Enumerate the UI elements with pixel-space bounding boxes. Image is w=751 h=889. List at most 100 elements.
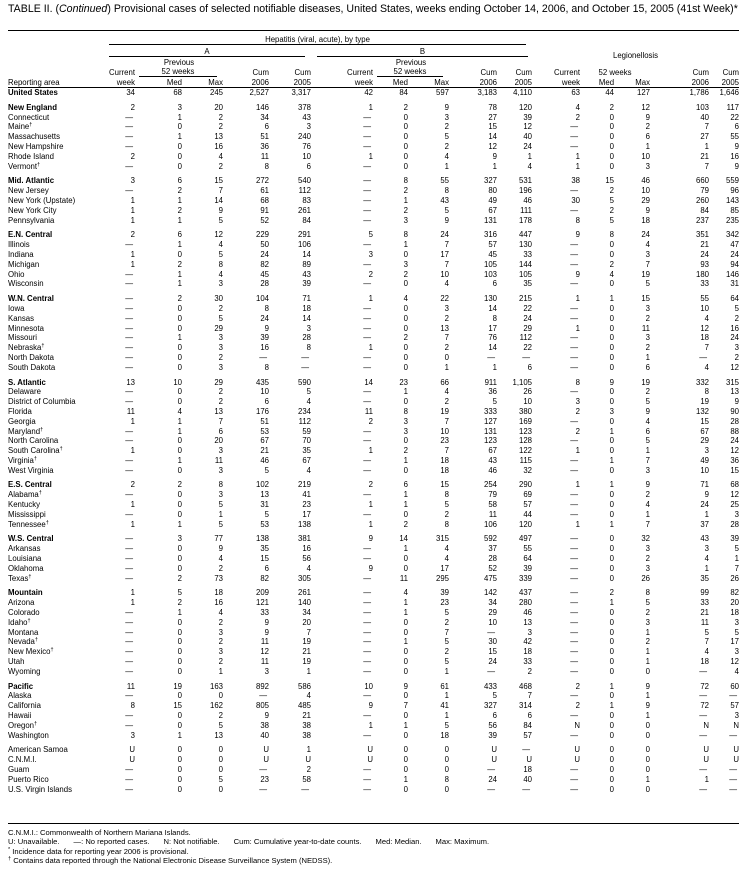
area-name: Maryland bbox=[8, 426, 41, 436]
cell-b-week: 9 bbox=[368, 701, 373, 711]
cell-l-med: 0 bbox=[609, 416, 614, 426]
cell-l-med: 1 bbox=[609, 701, 614, 711]
cell-b-y2006: 14 bbox=[488, 343, 497, 353]
cell-a-med: 0 bbox=[177, 647, 182, 657]
cell-b-y2005: 33 bbox=[523, 249, 532, 259]
cell-l-week: — bbox=[570, 509, 578, 519]
cell-b-week: — bbox=[363, 240, 371, 250]
cell-b-week: — bbox=[363, 303, 371, 313]
cell-l-week: — bbox=[570, 205, 578, 215]
cell-a-max: 0 bbox=[218, 784, 223, 794]
cell-b-week: 2 bbox=[368, 269, 373, 279]
cell-a-med: 3 bbox=[177, 102, 182, 112]
legend-item: Max: Maximum. bbox=[435, 837, 490, 847]
cell-l-y2006: N bbox=[703, 720, 709, 730]
reporting-area: E.N. Central bbox=[8, 225, 105, 240]
cell-l-med: 0 bbox=[609, 249, 614, 259]
cell-l-med: 1 bbox=[609, 426, 614, 436]
cell-b-max: 9 bbox=[444, 102, 449, 112]
reporting-area: Iowa bbox=[8, 304, 105, 314]
cell-a-week: — bbox=[125, 279, 133, 289]
cell-b-week: — bbox=[363, 397, 371, 407]
cell-b-med: 0 bbox=[403, 151, 408, 161]
cell-l-med: 3 bbox=[609, 406, 614, 416]
cell-l-week: — bbox=[570, 132, 578, 142]
cell-b-y2006: — bbox=[487, 784, 495, 794]
cell-a-y2005: 17 bbox=[302, 509, 311, 519]
cell-l-y2006: 29 bbox=[700, 436, 709, 446]
cell-l-y2005: 68 bbox=[730, 480, 739, 490]
cell-l-max: 1 bbox=[645, 774, 650, 784]
cell-b-max: 0 bbox=[444, 784, 449, 794]
cell-b-med: 1 bbox=[403, 720, 408, 730]
cell-a-week: — bbox=[125, 387, 133, 397]
cell-a-med: 0 bbox=[177, 745, 182, 755]
area-name: Pennsylvania bbox=[8, 215, 55, 225]
cell-b-week: 1 bbox=[368, 151, 373, 161]
cell-b-y2006: 78 bbox=[488, 102, 497, 112]
a-y2005-label: 2005 bbox=[269, 76, 311, 88]
cell-b-y2005: 35 bbox=[523, 279, 532, 289]
cell-a-y2005: 38 bbox=[302, 730, 311, 740]
area-name: Florida bbox=[8, 406, 32, 416]
cell-b-max: 23 bbox=[440, 436, 449, 446]
cell-a-week: — bbox=[125, 711, 133, 721]
cell-l-max: 9 bbox=[645, 480, 650, 490]
table-row: Nebraska† — 0 3 16 8 1 0 2 14 22 — 0 2 7 3 bbox=[8, 343, 739, 353]
cell-l-y2005: 28 bbox=[730, 519, 739, 529]
cell-a-med: 1 bbox=[177, 215, 182, 225]
cell-b-max: 41 bbox=[440, 701, 449, 711]
cell-b-y2005: 18 bbox=[523, 647, 532, 657]
cell-a-max: 162 bbox=[209, 701, 223, 711]
cell-l-y2005: 90 bbox=[730, 406, 739, 416]
cell-a-week: 1 bbox=[130, 446, 135, 456]
cell-l-med: 0 bbox=[609, 465, 614, 475]
cell-a-med: 0 bbox=[177, 509, 182, 519]
data-table: United States 34 68 245 2,527 3,317 42 84 597 3,1… bbox=[8, 88, 739, 794]
cell-b-week: — bbox=[363, 573, 371, 583]
cell-a-week: — bbox=[125, 269, 133, 279]
reporting-area: Maine† bbox=[8, 122, 105, 132]
cell-b-week: — bbox=[363, 195, 371, 205]
cell-l-week: 8 bbox=[575, 377, 580, 387]
cell-b-y2005: 130 bbox=[518, 240, 532, 250]
footnotes: C.N.M.I.: Commonwealth of Northern Maria… bbox=[8, 828, 503, 865]
reporting-area: Puerto Rico bbox=[8, 775, 105, 785]
cell-l-max: 1 bbox=[645, 509, 650, 519]
cell-b-y2006: 37 bbox=[488, 544, 497, 554]
cell-b-y2006: 43 bbox=[488, 455, 497, 465]
cell-b-y2005: 12 bbox=[523, 122, 532, 132]
table-row: Nevada† — 0 2 11 19 — 1 5 30 42 — 0 2 7 17 bbox=[8, 637, 739, 647]
cell-a-med: 68 bbox=[173, 88, 182, 97]
cell-b-med: 0 bbox=[403, 563, 408, 573]
cell-b-med: 2 bbox=[403, 102, 408, 112]
table-row: South Dakota — 0 3 8 — — 0 1 1 6 — 0 6 4 12 bbox=[8, 363, 739, 373]
cell-l-y2005: 3 bbox=[734, 509, 739, 519]
cell-l-max: 5 bbox=[645, 397, 650, 407]
section-b-label: B bbox=[317, 47, 529, 57]
region-row: W.N. Central — 2 30 104 71 1 4 22 130 215 1 1 15 55 64 bbox=[8, 289, 739, 304]
cell-a-med: 0 bbox=[177, 249, 182, 259]
cell-a-max: 12 bbox=[214, 230, 223, 240]
cell-a-y2006: 8 bbox=[264, 303, 269, 313]
table-row: Kentucky 1 0 5 31 23 1 1 5 58 57 — 0 4 24 25 bbox=[8, 500, 739, 510]
area-name: Montana bbox=[8, 627, 39, 637]
cell-b-y2006: 45 bbox=[488, 249, 497, 259]
cell-l-y2005: 3 bbox=[734, 343, 739, 353]
cell-l-max: 9 bbox=[645, 205, 650, 215]
cell-l-med: 0 bbox=[609, 554, 614, 564]
cell-b-week: — bbox=[363, 554, 371, 564]
cell-b-week: — bbox=[363, 161, 371, 171]
reporting-area: Alaska bbox=[8, 691, 105, 701]
cell-l-y2005: 16 bbox=[730, 151, 739, 161]
cell-l-med: 0 bbox=[609, 534, 614, 544]
cell-a-med: 0 bbox=[177, 343, 182, 353]
cell-a-med: 0 bbox=[177, 161, 182, 171]
cell-b-med: 0 bbox=[403, 784, 408, 794]
cell-l-week: — bbox=[570, 637, 578, 647]
reporting-area: West Virginia bbox=[8, 466, 105, 476]
cell-a-y2006: 38 bbox=[260, 720, 269, 730]
reporting-area: Kansas bbox=[8, 314, 105, 324]
cell-l-week: 2 bbox=[575, 426, 580, 436]
cell-a-max: 13 bbox=[214, 730, 223, 740]
